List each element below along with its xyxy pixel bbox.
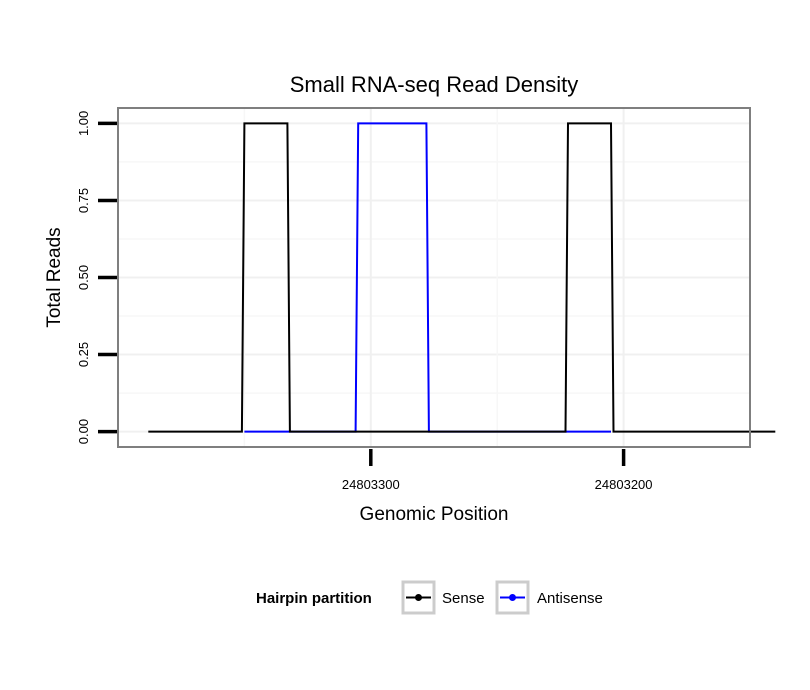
legend-key-point [509, 594, 516, 601]
y-axis: 0.00 0.25 0.50 0.75 1.00 [76, 111, 117, 444]
y-tick-label: 1.00 [76, 111, 91, 136]
y-tick-label: 0.25 [76, 342, 91, 367]
y-tick-label: 0.50 [76, 265, 91, 290]
legend-key-point [415, 594, 422, 601]
x-axis-label: Genomic Position [360, 504, 509, 525]
legend-label-antisense: Antisense [537, 590, 603, 607]
x-axis: 24803300 24803200 [342, 449, 653, 492]
grid [118, 108, 751, 447]
x-tick-label: 24803300 [342, 477, 400, 492]
legend-title: Hairpin partition [256, 590, 372, 607]
series-line-sense [148, 122, 776, 433]
x-tick-label: 24803200 [595, 477, 653, 492]
series-layer [148, 122, 776, 433]
y-tick-label: 0.75 [76, 188, 91, 213]
legend: Hairpin partition Sense Antisense [256, 580, 603, 615]
chart-title: Small RNA-seq Read Density [290, 72, 579, 97]
legend-label-sense: Sense [442, 590, 485, 607]
y-axis-label: Total Reads [44, 227, 65, 327]
plot-panel-border [117, 107, 751, 448]
y-tick-label: 0.00 [76, 419, 91, 444]
